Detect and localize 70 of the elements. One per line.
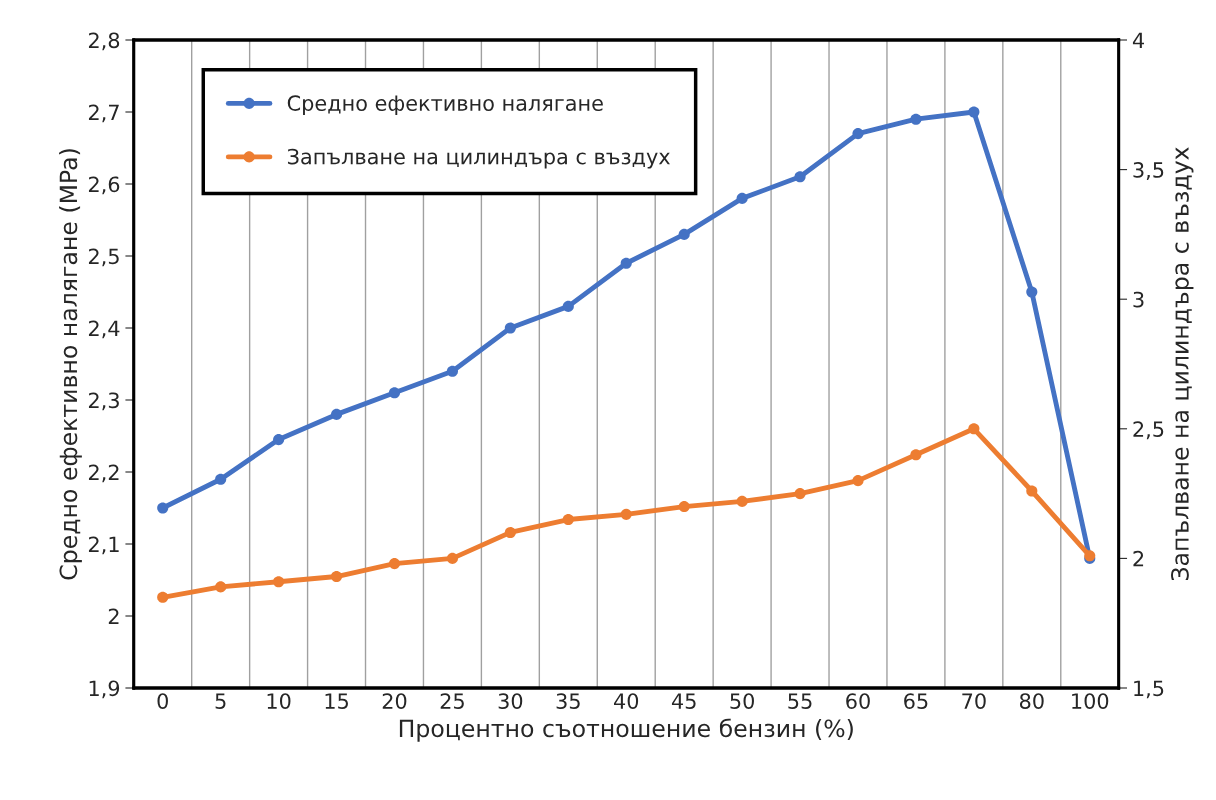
point (504, 322, 516, 334)
y-tick-label: 2,7 (88, 104, 119, 123)
point (678, 228, 690, 240)
point (794, 488, 806, 500)
point (273, 434, 285, 446)
y2-tick-label: 2,5 (1133, 421, 1164, 440)
x-tick-label: 55 (788, 693, 812, 709)
x-tick-label: 70 (962, 693, 986, 709)
x-tick-label: 35 (556, 693, 580, 709)
x-tick-label: 65 (904, 693, 928, 709)
x-tick-label: 15 (325, 693, 348, 709)
point (1026, 485, 1038, 497)
x-tick-label: 40 (614, 693, 639, 709)
point (273, 576, 285, 588)
point (910, 113, 922, 125)
legend-label: Средно ефективно налягане (287, 95, 603, 116)
point (620, 257, 632, 269)
point (736, 495, 748, 507)
point (736, 192, 748, 204)
x-tick-label: 30 (498, 693, 523, 709)
y-tick-label: 2,6 (88, 176, 120, 195)
y2-tick-label: 3 (1133, 291, 1144, 308)
y-tick-label: 2,4 (88, 320, 120, 339)
point (562, 513, 574, 526)
x-tick-label: 10 (267, 693, 291, 709)
y-tick-label: 2,2 (88, 464, 119, 483)
y-tick-label: 2,5 (88, 248, 119, 267)
y2-tick-label: 3,5 (1133, 162, 1164, 180)
y-tick-label: 1,9 (89, 680, 120, 699)
point (968, 423, 980, 435)
y2-axis-title: Запълване на цилиндъра с въздух (1171, 147, 1194, 581)
point (157, 502, 169, 514)
y-tick-label: 2,8 (88, 32, 120, 51)
point (852, 128, 864, 140)
point (388, 558, 401, 570)
x-tick-label: 25 (440, 693, 464, 709)
x-tick-label: 5 (215, 693, 226, 709)
y2-tick-label: 4 (1132, 32, 1144, 48)
point (446, 552, 458, 564)
x-tick-label: 45 (671, 693, 696, 709)
point (1026, 286, 1038, 298)
point (157, 591, 169, 603)
x-tick-label: 0 (157, 693, 168, 709)
point (678, 501, 690, 513)
point (446, 365, 458, 377)
point (852, 475, 864, 487)
y-axis-title: Средно ефективно налягане (MPa) (59, 149, 82, 580)
x-axis-title: Процентно съотношение бензин (%) (399, 718, 853, 742)
y-tick-label: 2,1 (88, 536, 119, 555)
y-tick-label: 2 (108, 608, 119, 624)
point (794, 171, 806, 183)
point (388, 387, 401, 399)
x-tick-label: 100 (1072, 693, 1109, 709)
y2-tick-label: 1,5 (1134, 680, 1164, 699)
legend-label: Запълване на цилиндъра с въздух (287, 148, 670, 169)
point (620, 508, 632, 520)
x-tick-label: 20 (382, 693, 407, 709)
x-tick-label: 80 (1019, 693, 1044, 709)
point (215, 473, 227, 485)
point (910, 449, 922, 461)
point (330, 570, 343, 583)
y-tick-label: 2,3 (88, 392, 119, 411)
x-tick-label: 50 (730, 693, 754, 709)
point (215, 581, 227, 593)
point (330, 408, 343, 420)
y2-tick-label: 2 (1133, 550, 1144, 567)
point (504, 526, 516, 539)
x-tick-label: 60 (846, 693, 870, 709)
point (562, 300, 574, 312)
point (968, 106, 980, 118)
